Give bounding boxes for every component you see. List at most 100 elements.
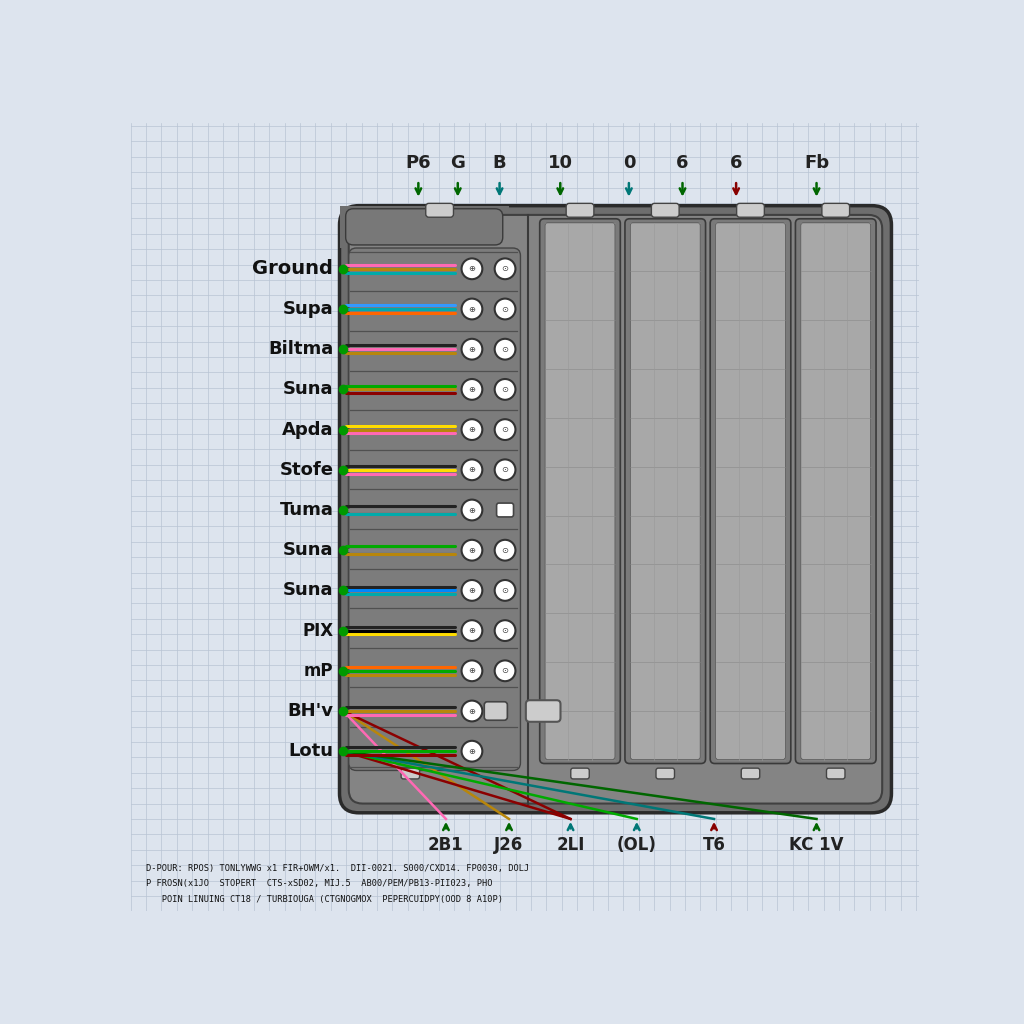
Text: ⊙: ⊙: [502, 385, 509, 394]
Circle shape: [495, 419, 515, 440]
Text: Tuma: Tuma: [280, 501, 334, 519]
Text: ⊕: ⊕: [468, 586, 475, 595]
Text: ⊕: ⊕: [468, 746, 475, 756]
Text: ⊕: ⊕: [468, 667, 475, 675]
Text: ⊕: ⊕: [468, 707, 475, 716]
Text: 2LI: 2LI: [556, 837, 585, 854]
Text: P FROSN(x1JO  STOPERT  CTS-xSD02, MIJ.5  AB00/PEM/PB13-PII023, PHO: P FROSN(x1JO STOPERT CTS-xSD02, MIJ.5 AB…: [146, 880, 493, 888]
Circle shape: [462, 700, 482, 721]
FancyBboxPatch shape: [656, 768, 675, 779]
Circle shape: [462, 419, 482, 440]
Text: Supa: Supa: [283, 300, 334, 318]
Circle shape: [495, 379, 515, 399]
Text: ⊕: ⊕: [468, 546, 475, 555]
Circle shape: [495, 540, 515, 560]
Text: 6: 6: [676, 155, 689, 172]
FancyBboxPatch shape: [625, 219, 706, 764]
Text: BH'v: BH'v: [288, 702, 334, 720]
Text: KC 1V: KC 1V: [790, 837, 844, 854]
FancyBboxPatch shape: [526, 700, 560, 722]
FancyBboxPatch shape: [741, 768, 760, 779]
Text: ⊕: ⊕: [468, 345, 475, 353]
Text: Biltma: Biltma: [268, 340, 334, 358]
Text: ⊙: ⊙: [502, 465, 509, 474]
Circle shape: [462, 299, 482, 319]
Circle shape: [462, 379, 482, 399]
Circle shape: [495, 339, 515, 359]
Circle shape: [495, 580, 515, 601]
Text: ⊕: ⊕: [468, 304, 475, 313]
FancyBboxPatch shape: [711, 219, 791, 764]
Text: Lotu: Lotu: [289, 742, 334, 760]
FancyBboxPatch shape: [484, 701, 507, 720]
Text: ⊕: ⊕: [468, 626, 475, 635]
Circle shape: [495, 258, 515, 280]
Text: 0: 0: [623, 155, 635, 172]
Text: ⊙: ⊙: [502, 586, 509, 595]
Bar: [340, 206, 509, 248]
Text: G: G: [451, 155, 465, 172]
FancyBboxPatch shape: [822, 204, 850, 217]
Text: Suna: Suna: [283, 582, 334, 599]
Text: ⊙: ⊙: [502, 667, 509, 675]
Circle shape: [462, 339, 482, 359]
Circle shape: [462, 660, 482, 681]
Circle shape: [462, 621, 482, 641]
FancyBboxPatch shape: [497, 503, 513, 517]
Text: 10: 10: [548, 155, 572, 172]
Text: mP: mP: [304, 662, 334, 680]
FancyBboxPatch shape: [349, 215, 883, 804]
Text: ⊙: ⊙: [502, 626, 509, 635]
FancyBboxPatch shape: [631, 222, 700, 760]
Text: PIX: PIX: [302, 622, 334, 640]
FancyBboxPatch shape: [426, 204, 454, 217]
Text: 2B1: 2B1: [428, 837, 464, 854]
Circle shape: [462, 540, 482, 560]
Text: ⊕: ⊕: [468, 425, 475, 434]
FancyBboxPatch shape: [801, 222, 870, 760]
FancyBboxPatch shape: [340, 206, 892, 813]
FancyBboxPatch shape: [736, 204, 764, 217]
Text: (OL): (OL): [616, 837, 656, 854]
FancyBboxPatch shape: [796, 219, 877, 764]
Text: Stofe: Stofe: [280, 461, 334, 479]
Text: ⊙: ⊙: [502, 304, 509, 313]
FancyBboxPatch shape: [545, 222, 615, 760]
Text: ⊕: ⊕: [468, 506, 475, 514]
Text: J26: J26: [495, 837, 523, 854]
Circle shape: [462, 258, 482, 280]
Text: Suna: Suna: [283, 542, 334, 559]
Circle shape: [462, 740, 482, 762]
FancyBboxPatch shape: [349, 248, 520, 770]
Text: B: B: [493, 155, 507, 172]
Circle shape: [495, 299, 515, 319]
Text: ⊙: ⊙: [502, 425, 509, 434]
FancyBboxPatch shape: [401, 768, 420, 779]
FancyBboxPatch shape: [540, 219, 621, 764]
Text: ⊙: ⊙: [502, 345, 509, 353]
Text: Ground: Ground: [253, 259, 334, 279]
Text: P6: P6: [406, 155, 431, 172]
Circle shape: [462, 500, 482, 520]
FancyBboxPatch shape: [716, 222, 785, 760]
Text: D-POUR: RPOS) TONLYWWG x1 FIR+OWM/x1.  DII-0021. S000/CXD14. FP0030, DOLJ: D-POUR: RPOS) TONLYWWG x1 FIR+OWM/x1. DI…: [146, 863, 529, 872]
Circle shape: [462, 580, 482, 601]
Text: ⊙: ⊙: [502, 264, 509, 273]
Text: ⊕: ⊕: [468, 465, 475, 474]
Circle shape: [495, 660, 515, 681]
Text: 6: 6: [730, 155, 742, 172]
FancyBboxPatch shape: [651, 204, 679, 217]
Text: ⊙: ⊙: [502, 546, 509, 555]
Text: Fb: Fb: [804, 155, 829, 172]
Text: Suna: Suna: [283, 380, 334, 398]
Circle shape: [495, 460, 515, 480]
Text: POIN LINUING CT18 / TURBIOUGA (CTGNOGMOX  PEPERCUIDPY(OOD 8 A10P): POIN LINUING CT18 / TURBIOUGA (CTGNOGMOX…: [146, 895, 504, 903]
Text: Apda: Apda: [282, 421, 334, 438]
Text: T6: T6: [702, 837, 725, 854]
Circle shape: [462, 460, 482, 480]
FancyBboxPatch shape: [826, 768, 845, 779]
Text: ⊕: ⊕: [468, 385, 475, 394]
FancyBboxPatch shape: [566, 204, 594, 217]
FancyBboxPatch shape: [346, 209, 503, 245]
Text: ⊕: ⊕: [468, 264, 475, 273]
